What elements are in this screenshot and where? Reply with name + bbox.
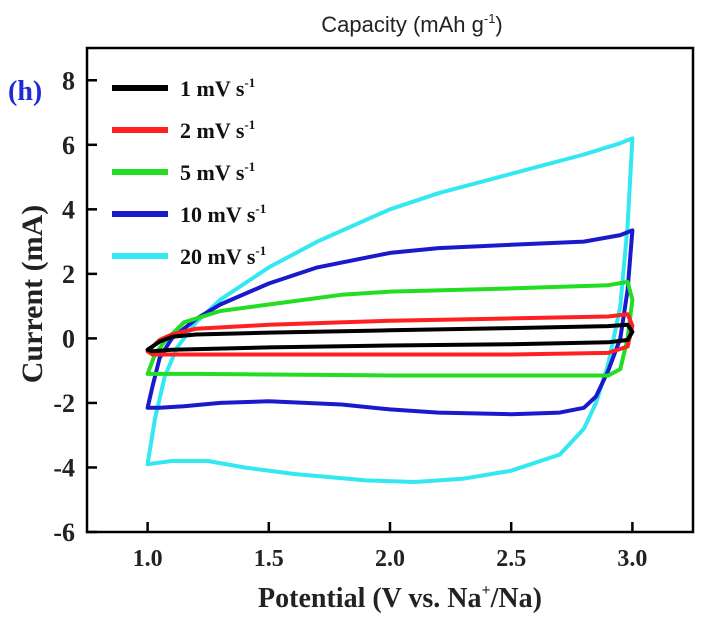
legend: 1 mV s-12 mV s-15 mV s-110 mV s-120 mV s…	[112, 75, 266, 269]
legend-label-sup: -1	[255, 201, 266, 216]
x-tick-label: 1.0	[133, 546, 163, 572]
x-axis-label: Potential (V vs. Na+/Na)	[258, 582, 542, 614]
y-tick-label: 8	[62, 66, 75, 95]
legend-label: 10 mV s-1	[180, 201, 266, 227]
axis-ticks: 1.0 1.5 2.0 2.5 3.0 -6 -4 -2 0 2 4 6 8	[53, 66, 647, 572]
x-tick-label: 1.5	[254, 546, 284, 572]
legend-label-sup: -1	[244, 159, 255, 174]
legend-label-base: 5 mV s	[180, 160, 245, 185]
y-axis-label: Current (mA)	[16, 205, 49, 384]
series-line-10-mv	[145, 228, 635, 417]
y-tick-label: 2	[62, 260, 75, 289]
legend-label: 5 mV s-1	[180, 159, 255, 185]
series-line-5-mv	[145, 279, 635, 378]
y-tick-label: -4	[53, 453, 75, 482]
y-tick-label: 0	[62, 324, 75, 353]
panel-label: (h)	[8, 76, 42, 107]
series-lines	[145, 136, 635, 484]
legend-label: 2 mV s-1	[180, 117, 255, 143]
legend-label-sup: -1	[244, 117, 255, 132]
y-tick-label: -2	[53, 389, 75, 418]
x-tick-label: 2.0	[375, 546, 405, 572]
legend-label-base: 1 mV s	[180, 76, 245, 101]
y-tick-label: 4	[62, 195, 75, 224]
x-tick-label: 3.0	[617, 546, 647, 572]
y-tick-label: -6	[53, 518, 75, 547]
legend-label: 20 mV s-1	[180, 243, 266, 269]
legend-label-base: 2 mV s	[180, 118, 245, 143]
legend-label-base: 20 mV s	[180, 244, 256, 269]
top-title-close: )	[495, 12, 502, 37]
x-axis-label-base: Potential (V vs. Na	[258, 583, 481, 614]
legend-label: 1 mV s-1	[180, 75, 255, 101]
series-line-2-mv	[145, 312, 635, 357]
x-axis-label-rest: /Na)	[490, 583, 542, 614]
x-axis-label-sup: +	[482, 582, 491, 599]
y-tick-label: 6	[62, 131, 75, 160]
legend-label-sup: -1	[244, 75, 255, 90]
legend-label-base: 10 mV s	[180, 202, 256, 227]
series-line-1-mv	[145, 322, 635, 354]
top-title-sup: -1	[484, 11, 496, 26]
x-tick-label: 2.5	[496, 546, 526, 572]
top-title-base: Capacity (mAh g	[321, 12, 484, 37]
top-title: Capacity (mAh g-1)	[321, 11, 503, 37]
legend-label-sup: -1	[255, 243, 266, 258]
